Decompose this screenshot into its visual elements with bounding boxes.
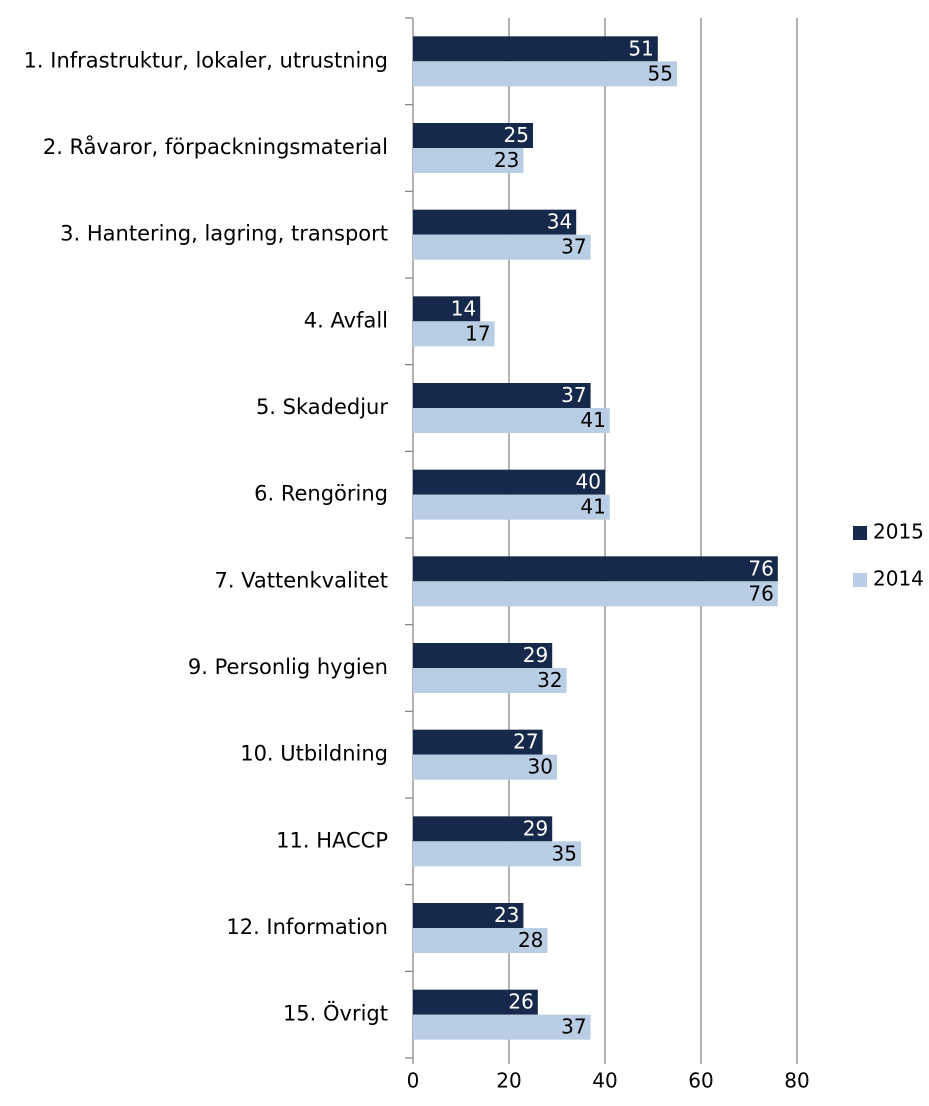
bar <box>413 123 533 148</box>
data-label: 37 <box>561 235 586 259</box>
y-tick-label: 2. Råvaror, förpackningsmaterial <box>43 134 388 159</box>
data-label: 32 <box>537 668 562 692</box>
bar <box>413 296 481 322</box>
data-label: 25 <box>504 123 529 147</box>
data-label: 29 <box>523 816 548 840</box>
bar <box>413 816 553 842</box>
bar <box>413 668 567 693</box>
x-tick-label: 40 <box>592 1069 617 1093</box>
y-tick-label: 15. Övrigt <box>283 1001 388 1026</box>
x-tick-label: 0 <box>407 1069 420 1093</box>
bar <box>413 61 677 87</box>
bar <box>413 469 605 495</box>
bar <box>413 754 557 780</box>
data-label: 14 <box>451 296 476 320</box>
y-tick-label: 4. Avfall <box>304 308 388 332</box>
data-label: 40 <box>576 470 601 494</box>
bar <box>413 903 524 928</box>
data-label: 37 <box>561 383 586 407</box>
data-label: 41 <box>580 495 605 519</box>
bar <box>413 729 543 755</box>
bar <box>413 841 581 867</box>
data-label: 23 <box>494 148 519 172</box>
y-tick-label: 1. Infrastruktur, lokaler, utrustning <box>24 48 388 72</box>
y-tick-label: 7. Vattenkvalitet <box>214 568 388 592</box>
bar <box>413 148 524 173</box>
bar <box>413 321 495 347</box>
data-label: 35 <box>552 841 577 865</box>
legend-swatch <box>853 573 867 587</box>
data-label: 37 <box>561 1015 586 1039</box>
legend-label: 2015 <box>873 520 924 544</box>
bar <box>413 581 778 607</box>
x-tick-label: 20 <box>496 1069 521 1093</box>
data-label: 55 <box>648 61 673 85</box>
data-label: 23 <box>494 903 519 927</box>
y-tick-label: 9. Personlig hygien <box>188 655 388 679</box>
y-tick-label: 6. Rengöring <box>254 482 388 506</box>
bar <box>413 234 591 260</box>
bar <box>413 408 610 433</box>
data-label: 30 <box>528 755 553 779</box>
y-tick-label: 11. HACCP <box>276 828 388 852</box>
x-tick-label: 60 <box>688 1069 713 1093</box>
bar <box>413 928 548 953</box>
bar <box>413 643 553 668</box>
data-label: 34 <box>547 210 572 234</box>
data-label: 27 <box>513 730 538 754</box>
legend-swatch <box>853 526 867 540</box>
y-tick-label: 3. Hantering, lagring, transport <box>60 222 388 246</box>
bar <box>413 383 591 408</box>
data-label: 26 <box>508 990 533 1014</box>
bar <box>413 556 778 582</box>
y-tick-label: 5. Skadedjur <box>256 395 388 419</box>
data-label: 76 <box>748 581 773 605</box>
bar <box>413 36 658 62</box>
bar <box>413 209 577 235</box>
data-label: 76 <box>748 556 773 580</box>
data-label: 51 <box>628 36 653 60</box>
data-label: 28 <box>518 928 543 952</box>
legend-label: 2014 <box>873 567 924 591</box>
bar <box>413 494 610 520</box>
x-tick-label: 80 <box>784 1069 809 1093</box>
y-tick-label: 12. Information <box>226 915 388 939</box>
data-label: 17 <box>465 321 490 345</box>
y-tick-label: 10. Utbildning <box>240 742 388 766</box>
data-label: 29 <box>523 643 548 667</box>
data-label: 41 <box>580 408 605 432</box>
bar <box>413 989 538 1015</box>
bar <box>413 1014 591 1040</box>
